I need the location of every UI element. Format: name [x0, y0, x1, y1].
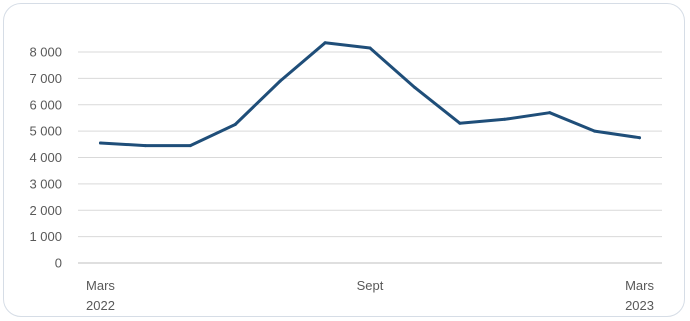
x-tick-label-line: Mars	[86, 278, 115, 293]
data-point	[593, 129, 597, 133]
y-tick-label: 0	[55, 256, 62, 271]
y-axis-tick-labels: 0 1 000 2 000 3 000 4 000 5 000 6 000 7 000 8 00…	[29, 45, 62, 271]
y-tick-label: 2 000	[29, 203, 62, 218]
data-point	[368, 46, 372, 50]
series-layer	[98, 41, 642, 148]
data-point	[458, 121, 462, 125]
data-point	[188, 144, 192, 148]
x-tick-label-line: Mars	[625, 278, 654, 293]
data-point	[233, 123, 237, 127]
x-tick-label-line: 2022	[86, 298, 115, 313]
data-point	[413, 86, 417, 90]
y-tick-label: 3 000	[29, 176, 62, 191]
data-point	[143, 144, 147, 148]
data-point	[638, 136, 642, 140]
data-point	[323, 41, 327, 45]
x-tick-label-line: 2023	[625, 298, 654, 313]
y-tick-label: 8 000	[29, 45, 62, 60]
data-point	[548, 111, 552, 115]
y-tick-label: 7 000	[29, 71, 62, 86]
data-point	[503, 117, 507, 121]
x-tick-label: Mars 2022	[86, 278, 115, 313]
y-tick-label: 6 000	[29, 97, 62, 112]
data-point	[278, 79, 282, 83]
x-tick-label: Sept	[357, 278, 384, 293]
y-tick-label: 1 000	[29, 229, 62, 244]
y-tick-label: 5 000	[29, 124, 62, 139]
gridlines	[78, 51, 662, 238]
y-tick-label: 4 000	[29, 150, 62, 165]
data-point	[98, 141, 102, 145]
chart-frame	[3, 3, 685, 317]
x-tick-label: Mars 2023	[625, 278, 654, 313]
series-line	[99, 41, 641, 148]
x-tick-label-line: Sept	[357, 278, 384, 293]
x-axis-tick-labels: Mars 2022 Sept Mars 2023	[86, 278, 654, 313]
